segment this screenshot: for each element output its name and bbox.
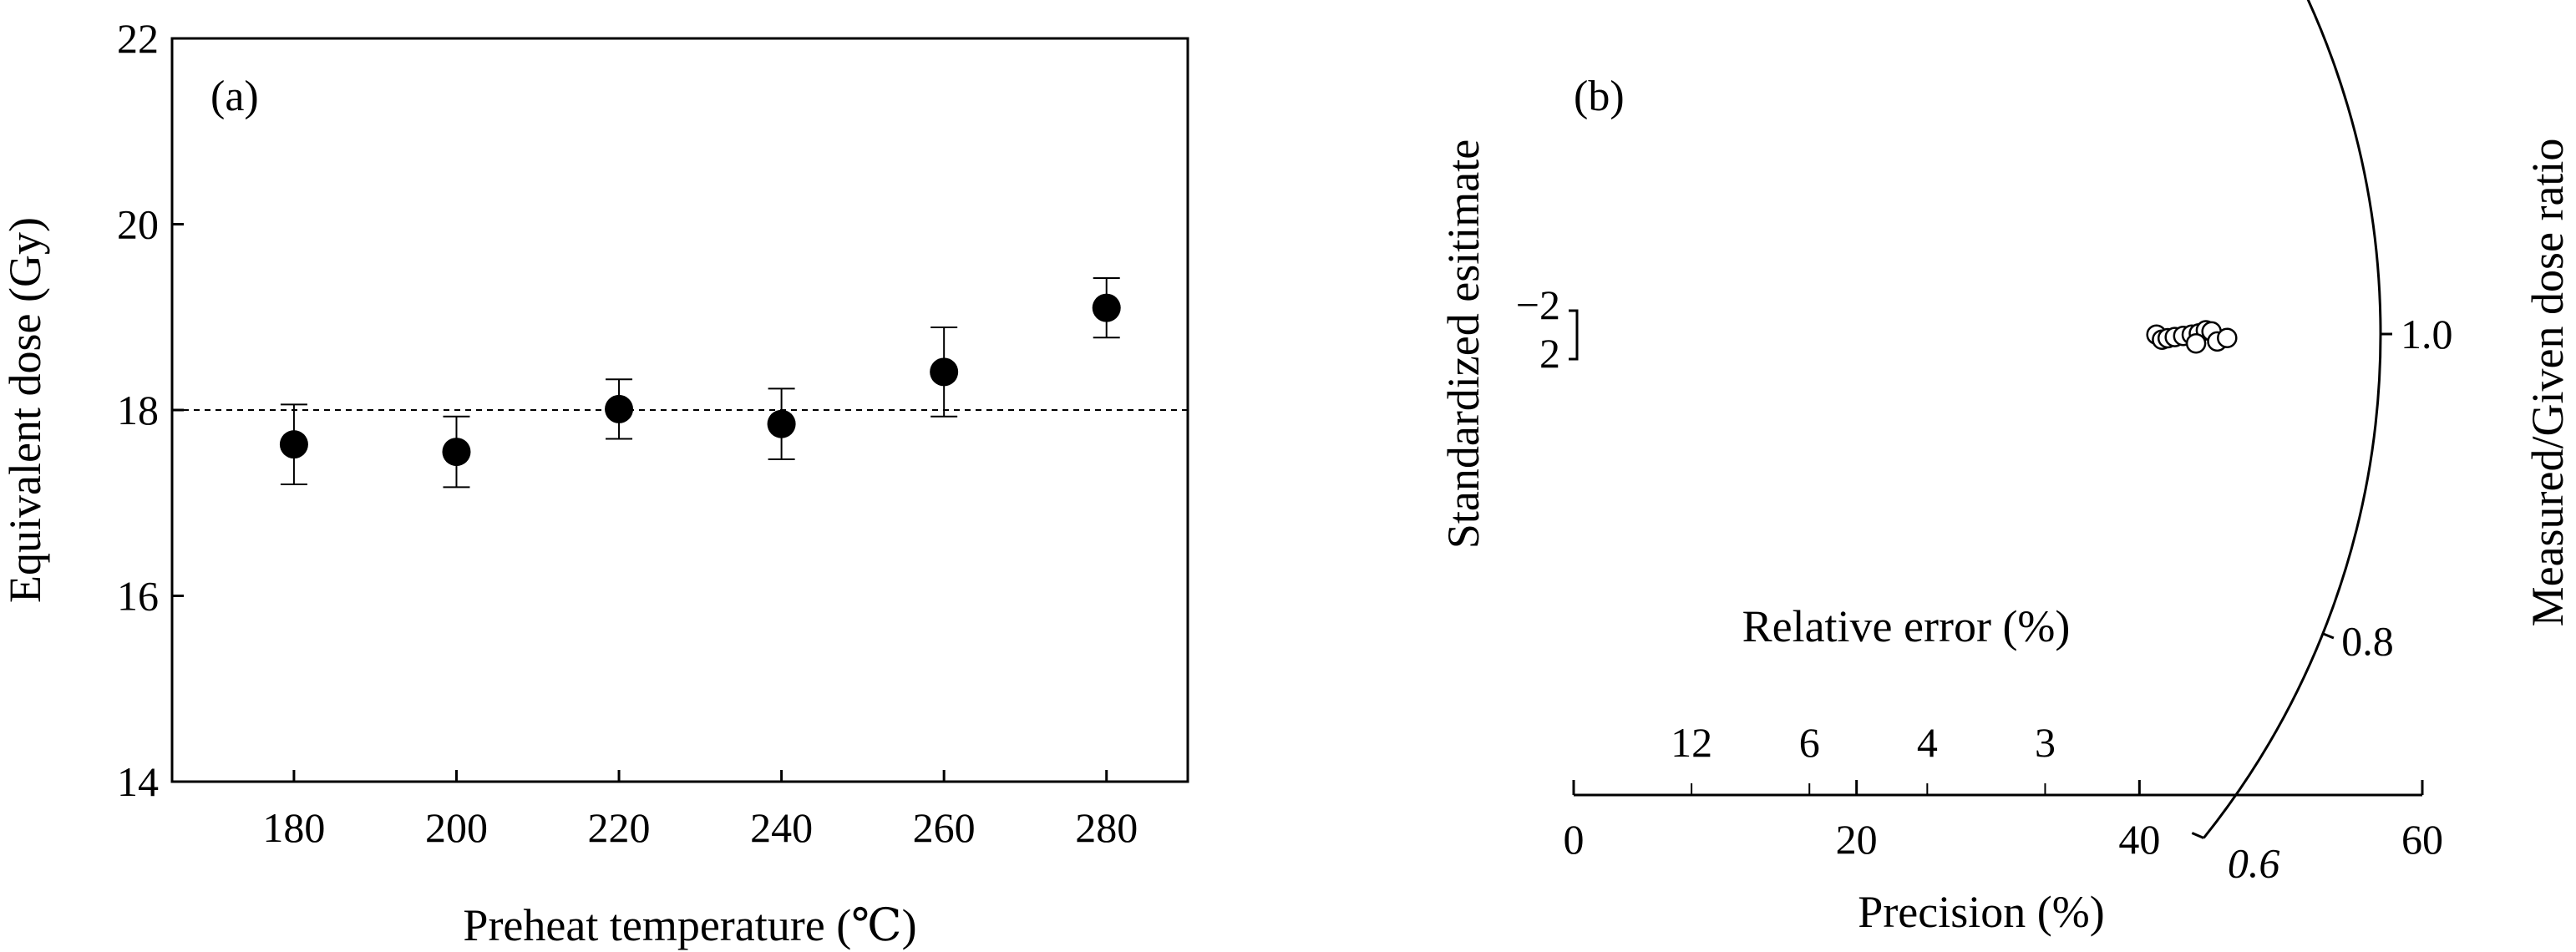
- y-tick-label: 16: [117, 573, 159, 620]
- relative-error-axis-label: Relative error (%): [1742, 601, 2071, 651]
- radial-tick-mark: [2322, 632, 2335, 640]
- relative-error-tick-label: 12: [1671, 719, 1712, 766]
- panel-a-data-points: [279, 277, 1121, 489]
- radial-tick-label: 0.6: [2228, 840, 2280, 887]
- data-point: [442, 438, 471, 467]
- panel-a-y-ticks: 14 16 18 20 22: [117, 15, 184, 805]
- x-tick-label: 280: [1075, 804, 1138, 851]
- panel-a-label: (a): [210, 73, 259, 120]
- precision-tick-label: 40: [2118, 816, 2160, 863]
- panel-a-x-ticks: 180 200 220 240 260 280: [262, 770, 1138, 851]
- precision-tick-label: 60: [2401, 816, 2443, 863]
- y-tick-label: 22: [117, 15, 159, 62]
- data-point: [279, 430, 308, 459]
- radial-ratio-axis-label: Measured/Given dose ratio: [2523, 139, 2573, 627]
- y-tick-label: 18: [117, 387, 159, 433]
- precision-axis-ticks: 0 20 40 60: [1564, 780, 2443, 863]
- relative-error-tick-label: 6: [1799, 719, 1820, 766]
- x-tick-label: 260: [913, 804, 976, 851]
- standardized-tick-label: 2: [1539, 330, 1560, 377]
- panel-a-x-axis-label: Preheat temperature (℃): [463, 900, 916, 950]
- panel-a-y-axis-label: Equivalent dose (Gy): [0, 217, 50, 603]
- y-tick-label: 20: [117, 201, 159, 248]
- panel-b-radial-plot: (b) 0 20 40 60 12 6 4 3 Relative error (%) Pre…: [1438, 0, 2573, 937]
- y-tick-label: 14: [117, 758, 159, 805]
- precision-axis-label: Precision (%): [1858, 887, 2104, 937]
- precision-tick-label: 20: [1836, 816, 1878, 863]
- data-point: [2217, 327, 2238, 348]
- radial-ratio-arc: [2203, 0, 2382, 839]
- relative-error-ticks: 12 6 4 3: [1671, 719, 2056, 795]
- standardized-tick-label: −2: [1516, 281, 1560, 328]
- panel-b-data-points: [2146, 320, 2238, 354]
- relative-error-tick-label: 4: [1917, 719, 1938, 766]
- data-point: [1092, 293, 1121, 322]
- x-tick-label: 240: [750, 804, 813, 851]
- data-point: [930, 357, 959, 387]
- radial-tick-mark: [2191, 832, 2204, 839]
- panel-a-equivalent-dose-chart: 14 16 18 20 22 180 200 220 240 260 280 (a) Prehea…: [0, 15, 1189, 950]
- standardized-estimate-bracket: [1569, 309, 1579, 361]
- radial-ratio-ticks: 1.41.00.80.6: [2191, 311, 2453, 887]
- relative-error-tick-label: 3: [2035, 719, 2056, 766]
- standardized-estimate-axis-label: Standardized esitimate: [1438, 139, 1488, 549]
- precision-tick-label: 0: [1564, 816, 1585, 863]
- x-tick-label: 180: [262, 804, 325, 851]
- data-point: [2185, 332, 2207, 354]
- standardized-estimate-ticks: −22: [1516, 281, 1560, 377]
- radial-tick-label: 1.0: [2401, 311, 2453, 357]
- data-point: [767, 409, 796, 438]
- x-tick-label: 220: [588, 804, 651, 851]
- x-tick-label: 200: [425, 804, 488, 851]
- data-point: [605, 394, 634, 423]
- radial-tick-label: 0.8: [2341, 618, 2394, 665]
- panel-b-label: (b): [1574, 73, 1625, 120]
